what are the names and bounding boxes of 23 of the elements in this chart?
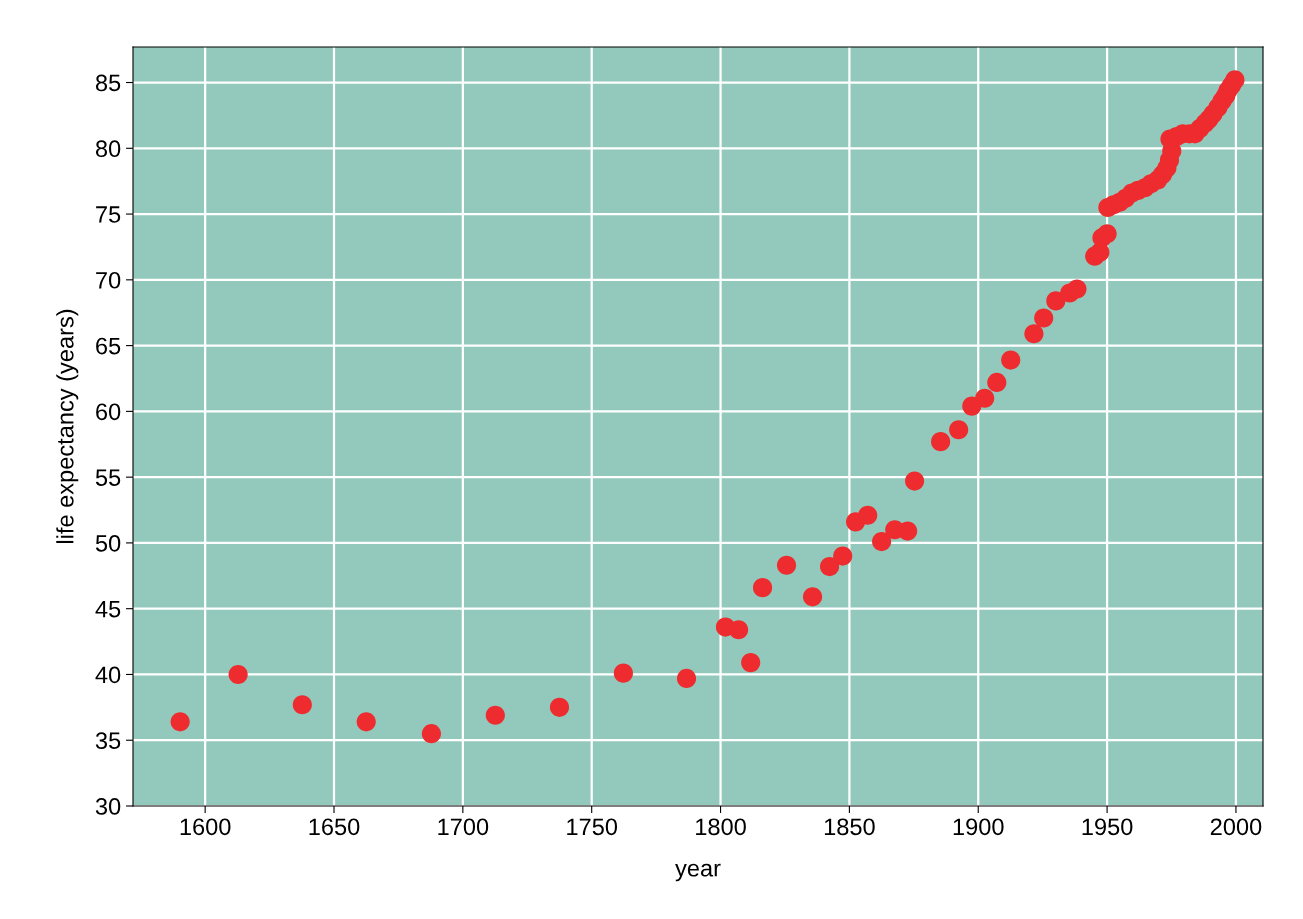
y-tick-label: 80 [95, 140, 121, 158]
x-tick-label: 1600 [180, 818, 231, 836]
y-tick-label: 40 [95, 666, 121, 684]
x-tick-label: 1800 [696, 818, 746, 836]
y-tick-label: 70 [96, 271, 121, 289]
x-tick-label: 2000 [1210, 818, 1262, 836]
y-tick-label: 85 [95, 74, 121, 92]
y-tick-label: 50 [95, 534, 121, 552]
y-tick-label: 55 [95, 469, 121, 486]
y-tick-label: 45 [95, 601, 121, 618]
y-axis-title: life expectancy (years) [56, 309, 79, 543]
x-tick-label: 1650 [309, 818, 360, 836]
x-tick-label: 1850 [824, 818, 875, 836]
y-tick-label: 35 [95, 732, 121, 750]
y-tick-label: 30 [95, 798, 121, 815]
y-tick-label: 75 [96, 206, 121, 223]
x-tick-label: 1900 [953, 818, 1004, 836]
x-tick-label: 1750 [567, 818, 618, 836]
y-tick-label: 65 [96, 337, 121, 355]
x-axis-title: year [675, 863, 721, 882]
x-tick-label: 1700 [438, 818, 489, 836]
y-tick-label: 60 [96, 403, 121, 421]
x-tick-label: 1950 [1082, 818, 1133, 836]
